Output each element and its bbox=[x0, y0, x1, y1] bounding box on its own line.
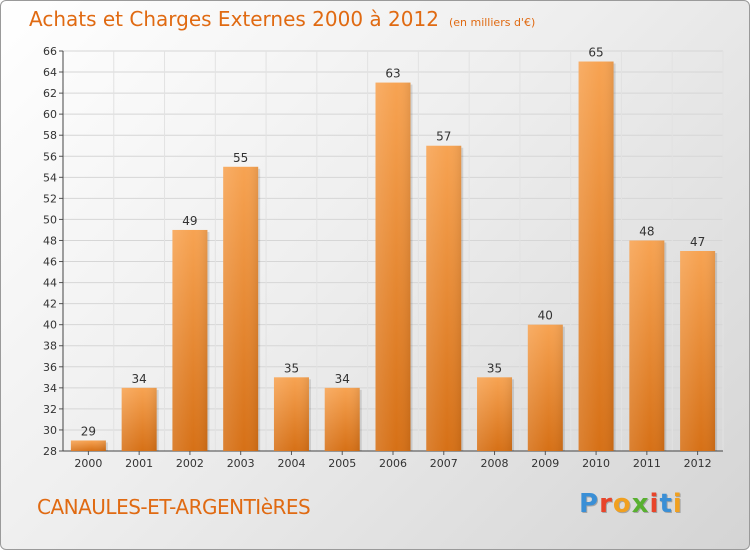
labels: 28 30 32 34 36 38 40 42 44 46 48 50 52 54 56 58 60 62 64 66… bbox=[43, 45, 712, 470]
y-tick-label: 32 bbox=[43, 403, 57, 416]
value-label: 35 bbox=[487, 361, 502, 375]
value-label: 29 bbox=[81, 424, 96, 438]
commune-name: CANAULES-ET-ARGENTIèRES bbox=[37, 495, 311, 519]
chart-title: Achats et Charges Externes 2000 à 2012 bbox=[29, 7, 439, 31]
y-tick-label: 28 bbox=[43, 445, 57, 458]
y-tick-label: 42 bbox=[43, 298, 57, 311]
value-label: 57 bbox=[436, 130, 451, 144]
y-tick-label: 54 bbox=[43, 171, 57, 184]
value-label: 63 bbox=[385, 67, 400, 81]
bar-highlight bbox=[70, 440, 106, 451]
x-tick-label: 2003 bbox=[227, 457, 255, 470]
proxiti-logo[interactable]: Proxiti bbox=[579, 489, 683, 519]
bar-highlight bbox=[629, 240, 665, 451]
x-tick-label: 2008 bbox=[481, 457, 509, 470]
bar-highlight bbox=[324, 387, 360, 451]
logo-letter: P bbox=[579, 489, 600, 519]
y-tick-label: 52 bbox=[43, 192, 57, 205]
logo-letter: t bbox=[659, 489, 673, 519]
bar-highlight bbox=[375, 82, 411, 451]
logo-letter: i bbox=[649, 489, 660, 519]
x-tick-label: 2004 bbox=[277, 457, 305, 470]
value-label: 55 bbox=[233, 151, 248, 165]
logo-letter: x bbox=[631, 489, 650, 519]
value-label: 40 bbox=[538, 309, 553, 323]
x-tick-label: 2005 bbox=[328, 457, 356, 470]
x-tick-label: 2006 bbox=[379, 457, 407, 470]
x-tick-label: 2007 bbox=[430, 457, 458, 470]
value-label: 49 bbox=[182, 214, 197, 228]
y-tick-label: 36 bbox=[43, 361, 57, 374]
x-tick-label: 2000 bbox=[74, 457, 102, 470]
bar-highlight bbox=[223, 166, 259, 451]
value-label: 35 bbox=[284, 361, 299, 375]
y-tick-label: 30 bbox=[43, 424, 57, 437]
bar-highlight bbox=[477, 377, 513, 451]
bar-highlight bbox=[172, 229, 208, 451]
value-label: 34 bbox=[132, 372, 147, 386]
chart-title-row: Achats et Charges Externes 2000 à 2012 (e… bbox=[29, 7, 535, 31]
bar-highlight bbox=[578, 61, 614, 452]
x-tick-label: 2001 bbox=[125, 457, 153, 470]
y-tick-label: 40 bbox=[43, 319, 57, 332]
y-tick-label: 56 bbox=[43, 150, 57, 163]
x-tick-label: 2002 bbox=[176, 457, 204, 470]
y-tick-label: 48 bbox=[43, 234, 57, 247]
bars bbox=[70, 61, 718, 452]
bar-highlight bbox=[680, 251, 716, 451]
y-tick-label: 64 bbox=[43, 66, 57, 79]
x-tick-label: 2012 bbox=[684, 457, 712, 470]
logo-letter: o bbox=[612, 489, 632, 519]
value-label: 47 bbox=[690, 235, 705, 249]
logo-letter: i bbox=[672, 489, 683, 519]
y-tick-label: 38 bbox=[43, 340, 57, 353]
y-tick-label: 46 bbox=[43, 256, 57, 269]
x-tick-label: 2010 bbox=[582, 457, 610, 470]
bar-highlight bbox=[426, 145, 462, 451]
value-label: 65 bbox=[588, 46, 603, 60]
logo-letter: r bbox=[599, 489, 613, 519]
y-tick-label: 34 bbox=[43, 382, 57, 395]
x-tick-label: 2011 bbox=[633, 457, 661, 470]
bar-highlight bbox=[273, 377, 309, 451]
y-tick-label: 60 bbox=[43, 108, 57, 121]
bar-highlight bbox=[527, 324, 563, 451]
y-tick-label: 66 bbox=[43, 45, 57, 58]
y-tick-label: 58 bbox=[43, 129, 57, 142]
value-label: 48 bbox=[639, 224, 654, 238]
bar-highlight bbox=[121, 387, 157, 451]
x-tick-label: 2009 bbox=[531, 457, 559, 470]
y-tick-label: 62 bbox=[43, 87, 57, 100]
y-tick-label: 44 bbox=[43, 277, 57, 290]
chart-subtitle: (en milliers d'€) bbox=[448, 16, 536, 29]
y-tick-label: 50 bbox=[43, 213, 57, 226]
value-label: 34 bbox=[335, 372, 350, 386]
